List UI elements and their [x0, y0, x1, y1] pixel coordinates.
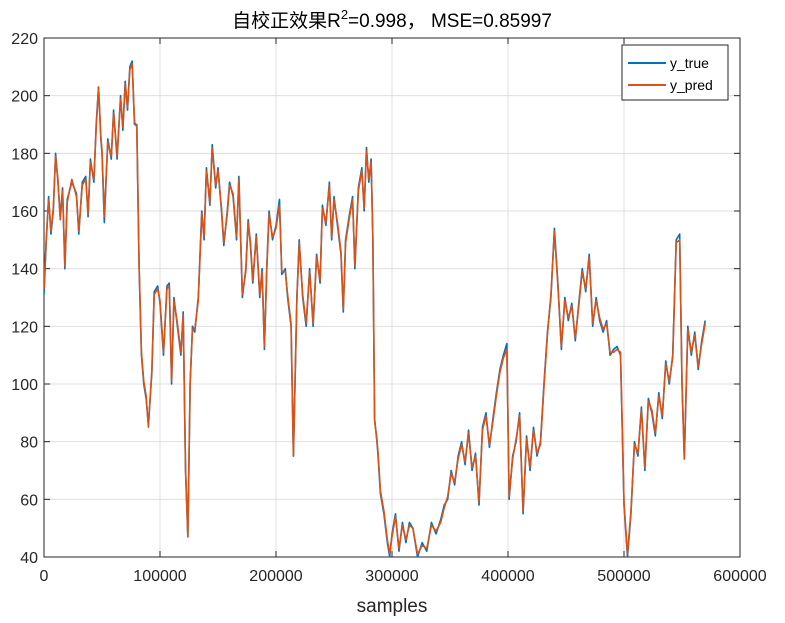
tick-labels: 0 100000 200000 300000 400000 500000 600000 40 6… [11, 31, 767, 585]
chart-title-main: 自校正效果R [232, 10, 341, 32]
x-tick-label: 600000 [713, 568, 766, 585]
chart-title: 自校正效果R2=0.998， MSE=0.85997 [232, 7, 552, 32]
chart-title-superscript: 2 [341, 7, 348, 22]
y-tick-label: 140 [11, 262, 38, 279]
grid-lines [44, 38, 740, 557]
y-tick-label: 40 [20, 550, 38, 567]
axes [43, 37, 741, 558]
legend-label-y-pred: y_pred [670, 77, 713, 93]
chart-title-metrics: =0.998， MSE=0.85997 [348, 11, 552, 32]
series-lines [44, 60, 706, 557]
y-tick-label: 120 [11, 319, 38, 336]
y-tick-label: 180 [11, 146, 38, 163]
y-tick-label: 60 [20, 492, 38, 509]
x-tick-label: 300000 [365, 568, 418, 585]
legend: y_true y_pred [621, 44, 729, 101]
x-tick-label: 400000 [481, 568, 534, 585]
x-tick-label: 200000 [249, 568, 302, 585]
x-tick-label: 500000 [597, 568, 650, 585]
x-tick-label: 0 [40, 568, 49, 585]
y-tick-label: 160 [11, 204, 38, 221]
x-axis-label: samples [357, 596, 428, 617]
legend-label-y-true: y_true [670, 55, 709, 71]
plot-area [44, 60, 706, 557]
y-tick-label: 200 [11, 89, 38, 106]
y-tick-label: 80 [20, 435, 38, 452]
y-tick-label: 220 [11, 31, 38, 48]
x-tick-label: 100000 [133, 568, 186, 585]
y-tick-label: 100 [11, 377, 38, 394]
legend-box [621, 44, 729, 101]
series-line-y-pred [44, 63, 706, 555]
